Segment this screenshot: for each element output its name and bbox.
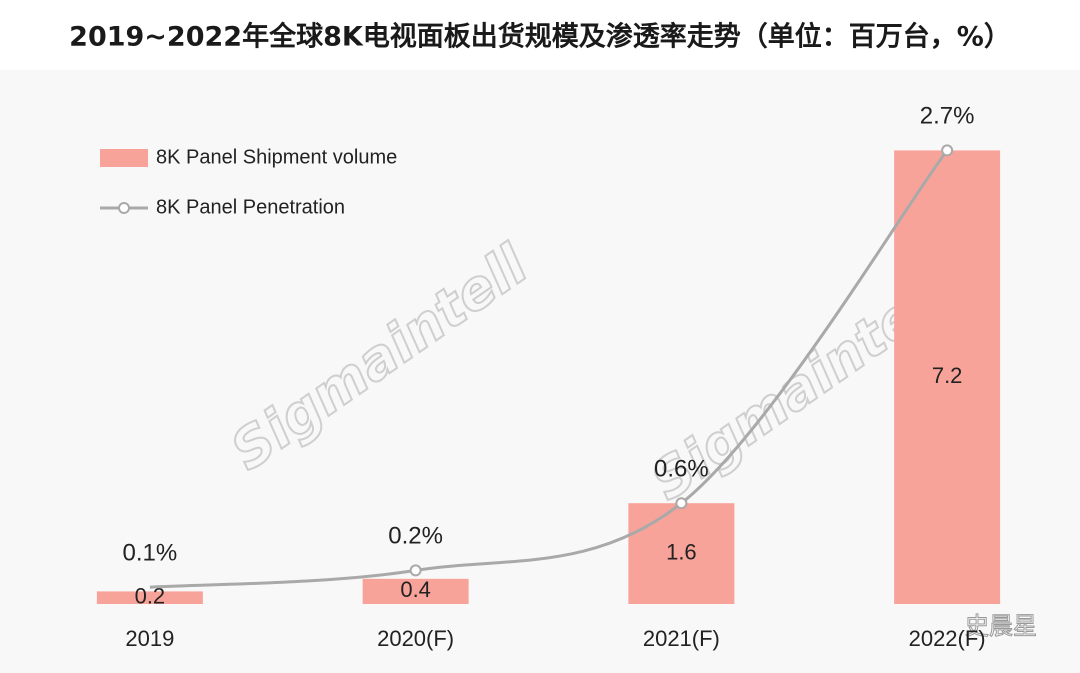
bar [96,591,203,604]
source-mark: 史晨星 [965,612,1037,640]
data-label: 2.7% [920,103,975,130]
data-label: 0.1% [123,540,178,567]
data-label: 0.2% [388,523,443,550]
chart-title: 2019~2022年全球8K电视面板出货规模及渗透率走势（单位：百万台，%） [69,21,1011,53]
marker [409,564,422,577]
legend-label: 8K Panel Penetration [156,196,345,218]
x-tick-label: 2021(F) [643,626,720,651]
data-label: 0.6% [654,456,709,483]
marker [675,497,688,510]
x-tick-label: 2020(F) [377,626,454,651]
legend-swatch [100,149,148,167]
data-label: 0.4 [400,577,431,602]
data-label: 7.2 [932,363,963,388]
legend-swatch [118,202,130,214]
legend-label: 8K Panel Shipment volume [156,146,397,168]
marker [941,144,954,157]
data-label: 1.6 [666,539,697,564]
bar [362,578,469,604]
x-tick-label: 2022(F) [909,626,986,651]
line [149,149,949,589]
x-tick-label: 2019 [125,626,174,651]
bar [628,503,735,604]
bar [894,150,1001,604]
